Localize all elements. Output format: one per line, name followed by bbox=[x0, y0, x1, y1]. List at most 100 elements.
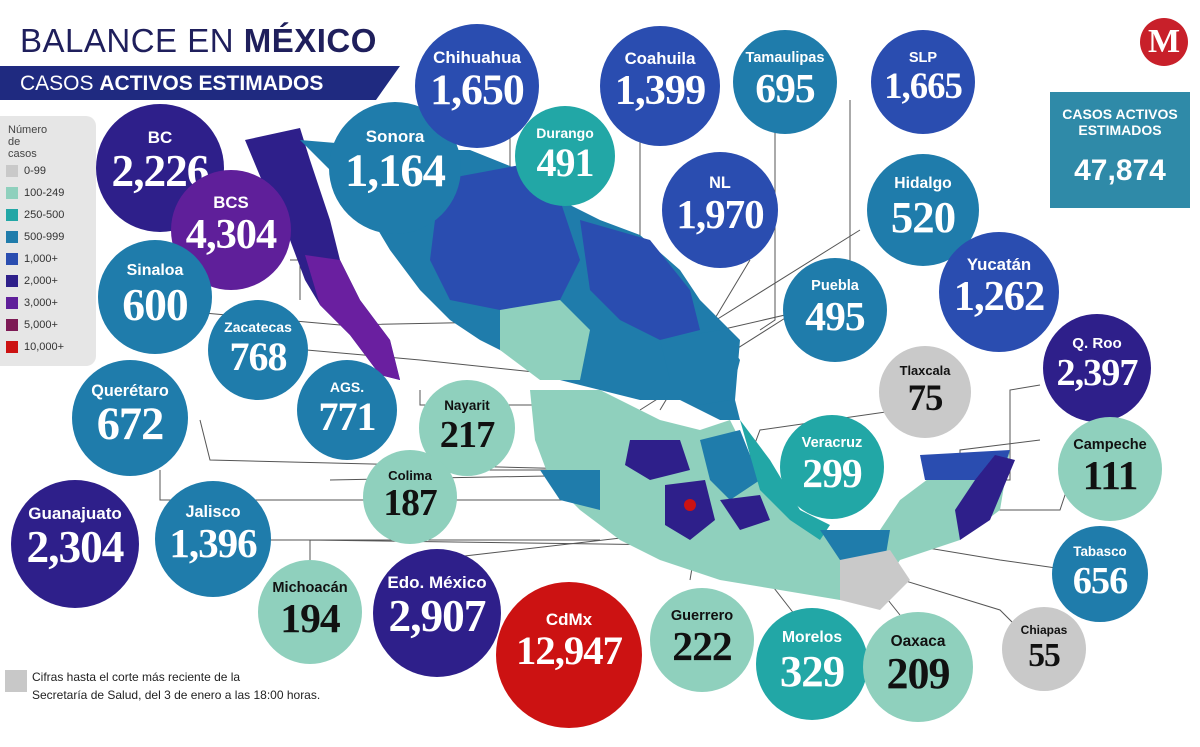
legend-swatch bbox=[6, 275, 18, 287]
state-value: 656 bbox=[1072, 559, 1129, 602]
state-bubble: Sinaloa 600 bbox=[98, 240, 212, 354]
legend-item: 0-99 bbox=[6, 162, 46, 180]
state-value: 194 bbox=[280, 595, 340, 642]
state-bubble: Campeche 111 bbox=[1058, 417, 1162, 521]
milenio-logo-icon: M bbox=[1140, 18, 1188, 66]
state-value: 1,164 bbox=[344, 145, 446, 198]
state-name: Chihuahua bbox=[433, 47, 521, 67]
state-value: 217 bbox=[439, 413, 496, 456]
state-name: Q. Roo bbox=[1072, 334, 1122, 352]
state-value: 520 bbox=[890, 191, 956, 242]
state-bubble: Yucatán 1,262 bbox=[939, 232, 1059, 352]
state-value: 2,304 bbox=[26, 522, 125, 573]
state-value: 2,397 bbox=[1056, 351, 1139, 394]
state-name: Michoacán bbox=[272, 579, 348, 596]
legend-swatch bbox=[6, 341, 18, 353]
legend-swatch bbox=[6, 319, 18, 331]
legend-item: 3,000+ bbox=[6, 294, 58, 312]
state-value: 695 bbox=[755, 65, 815, 112]
state-bubble: AGS. 771 bbox=[297, 360, 397, 460]
legend-swatch bbox=[6, 231, 18, 243]
state-bubble: Colima 187 bbox=[363, 450, 457, 544]
state-name: Durango bbox=[536, 125, 594, 141]
state-name: Sonora bbox=[365, 127, 425, 147]
legend-title: Número de casos bbox=[8, 124, 48, 160]
legend-label: 3,000+ bbox=[24, 297, 58, 309]
legend-item: 10,000+ bbox=[6, 338, 64, 356]
state-bubble: Tamaulipas 695 bbox=[733, 30, 837, 134]
page-title: BALANCE EN MÉXICO bbox=[20, 22, 377, 59]
total-value: 47,874 bbox=[1074, 154, 1166, 187]
state-name: Jalisco bbox=[185, 503, 241, 522]
total-label: CASOS ACTIVOS ESTIMADOS bbox=[1062, 106, 1178, 138]
state-bubble: Veracruz 299 bbox=[780, 415, 884, 519]
state-name: BCS bbox=[213, 192, 249, 212]
state-value: 187 bbox=[383, 483, 437, 525]
legend-label: 1,000+ bbox=[24, 253, 58, 265]
state-name: NL bbox=[709, 174, 731, 193]
state-bubble: Guerrero 222 bbox=[650, 588, 754, 692]
state-bubble: NL 1,970 bbox=[662, 152, 778, 268]
subtitle-bar: CASOS ACTIVOS ESTIMADOS bbox=[0, 66, 400, 100]
legend-item: 5,000+ bbox=[6, 316, 58, 334]
state-name: Morelos bbox=[781, 629, 843, 647]
state-value: 111 bbox=[1082, 452, 1139, 499]
legend-swatch bbox=[6, 297, 18, 309]
note-swatch bbox=[5, 670, 27, 692]
state-value: 2,907 bbox=[388, 591, 487, 642]
state-bubble: CdMx 12,947 bbox=[496, 582, 642, 728]
state-value: 329 bbox=[779, 645, 845, 696]
legend-label: 0-99 bbox=[24, 165, 47, 177]
state-name: Tamaulipas bbox=[745, 49, 825, 66]
state-name: Hidalgo bbox=[894, 175, 952, 193]
state-name: Tabasco bbox=[1073, 544, 1127, 560]
state-value: 1,970 bbox=[676, 191, 764, 238]
state-name: Campeche bbox=[1073, 436, 1147, 453]
state-value: 12,947 bbox=[516, 627, 623, 673]
legend-swatch bbox=[6, 209, 18, 221]
state-value: 491 bbox=[536, 140, 595, 185]
state-bubble: Q. Roo 2,397 bbox=[1043, 314, 1151, 422]
state-value: 771 bbox=[318, 394, 377, 439]
legend-swatch bbox=[6, 187, 18, 199]
state-bubble: Jalisco 1,396 bbox=[155, 481, 271, 597]
state-value: 4,304 bbox=[185, 210, 278, 258]
state-value: 1,262 bbox=[953, 272, 1046, 320]
legend-item: 500-999 bbox=[6, 228, 64, 246]
state-bubble: Morelos 329 bbox=[756, 608, 868, 720]
state-name: Veracruz bbox=[801, 434, 863, 451]
state-value: 55 bbox=[1028, 636, 1061, 674]
state-bubble: Puebla 495 bbox=[783, 258, 887, 362]
state-value: 672 bbox=[96, 399, 165, 451]
state-name: BC bbox=[147, 128, 173, 148]
state-name: Edo. México bbox=[387, 573, 487, 593]
source-note: Cifras hasta el corte más reciente de la… bbox=[32, 670, 321, 702]
legend-label: 100-249 bbox=[24, 187, 65, 199]
legend-label: 10,000+ bbox=[24, 341, 65, 353]
state-name: Querétaro bbox=[91, 382, 169, 401]
state-name: CdMx bbox=[545, 609, 593, 629]
state-name: Colima bbox=[388, 467, 432, 483]
state-name: Oaxaca bbox=[890, 632, 946, 650]
page-subtitle: CASOS ACTIVOS ESTIMADOS bbox=[20, 72, 324, 95]
legend-item: 100-249 bbox=[6, 184, 64, 202]
state-value: 222 bbox=[672, 623, 732, 670]
state-bubble: Zacatecas 768 bbox=[208, 300, 308, 400]
state-value: 768 bbox=[229, 334, 288, 379]
legend-swatch bbox=[6, 165, 18, 177]
state-bubble: Tlaxcala 75 bbox=[879, 346, 971, 438]
total-active-cases-box: CASOS ACTIVOS ESTIMADOS 47,874 bbox=[1050, 92, 1190, 208]
state-name: Zacatecas bbox=[224, 319, 292, 335]
state-value: 299 bbox=[802, 450, 862, 497]
state-name: Coahuila bbox=[624, 48, 696, 68]
state-value: 75 bbox=[907, 377, 944, 419]
state-bubble: Michoacán 194 bbox=[258, 560, 362, 664]
legend-label: 250-500 bbox=[24, 209, 65, 221]
state-name: Guanajuato bbox=[28, 504, 122, 524]
state-name: Sinaloa bbox=[126, 261, 184, 279]
legend-swatch bbox=[6, 253, 18, 265]
state-bubble: Durango 491 bbox=[515, 106, 615, 206]
legend-label: 2,000+ bbox=[24, 275, 58, 287]
state-value: 1,396 bbox=[169, 520, 257, 567]
state-value: 495 bbox=[805, 293, 865, 340]
